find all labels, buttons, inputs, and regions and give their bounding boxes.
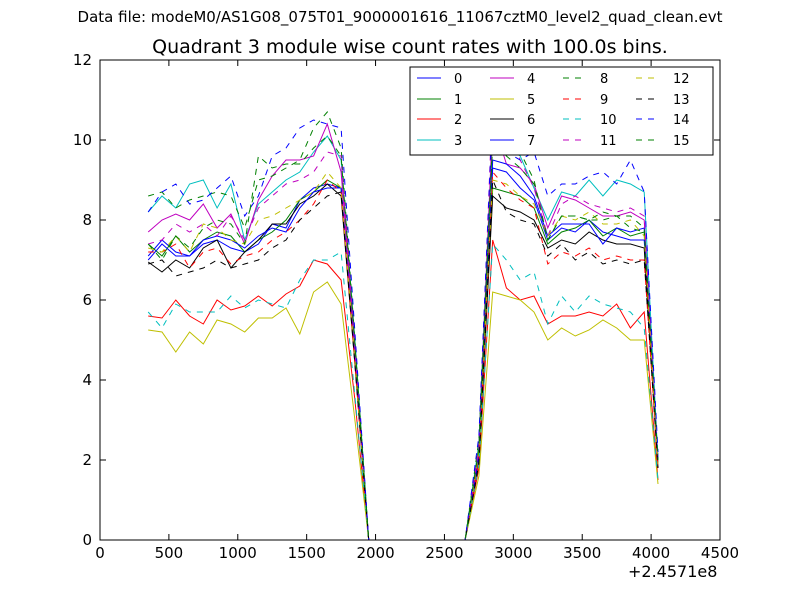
x-tick-label: 0 xyxy=(95,544,105,562)
y-tick-label: 4 xyxy=(82,371,92,389)
legend-label-11: 11 xyxy=(600,134,617,149)
y-tick-label: 12 xyxy=(73,51,92,69)
y-tick-label: 10 xyxy=(73,131,92,149)
y-tick-label: 8 xyxy=(82,211,92,229)
legend-label-1: 1 xyxy=(454,93,462,108)
x-tick-label: 3000 xyxy=(494,544,532,562)
series-line-5 xyxy=(148,281,659,541)
x-tick-label: 1000 xyxy=(219,544,257,562)
series-line-11 xyxy=(148,94,659,541)
legend-label-13: 13 xyxy=(673,93,690,108)
series-line-6 xyxy=(147,183,659,541)
series-line-3 xyxy=(147,126,659,541)
series-line-8 xyxy=(148,111,659,541)
plot-lines xyxy=(147,94,659,541)
legend-label-12: 12 xyxy=(673,72,690,87)
axis-ticks: 0 500 1000 1500 2000 2500 3000 3500 4000 4500 0 2 4 6… xyxy=(73,51,739,562)
chart-title: Quadrant 3 module wise count rates with … xyxy=(152,36,668,58)
legend-label-15: 15 xyxy=(673,134,690,149)
y-tick-label: 0 xyxy=(82,531,92,549)
series-line-4 xyxy=(147,119,659,541)
figure-suptitle: Data file: modeM0/AS1G08_075T01_90000016… xyxy=(77,8,723,26)
legend-label-3: 3 xyxy=(454,134,462,149)
legend-label-9: 9 xyxy=(600,93,608,108)
legend-frame xyxy=(409,66,714,156)
legend-label-14: 14 xyxy=(673,113,690,128)
x-tick-label: 4000 xyxy=(632,544,670,562)
legend-label-4: 4 xyxy=(527,72,535,87)
series-line-2 xyxy=(148,239,659,541)
x-tick-label: 500 xyxy=(155,544,184,562)
series-line-10 xyxy=(147,242,659,541)
legend-label-0: 0 xyxy=(454,72,462,87)
legend-label-7: 7 xyxy=(527,134,535,149)
x-tick-label: 3500 xyxy=(563,544,601,562)
x-tick-label: 2000 xyxy=(356,544,394,562)
y-tick-label: 2 xyxy=(82,451,92,469)
legend-label-8: 8 xyxy=(600,72,608,87)
y-tick-label: 6 xyxy=(82,291,92,309)
x-tick-label: 1500 xyxy=(288,544,326,562)
x-offset-label: +2.4571e8 xyxy=(628,562,718,581)
legend-label-2: 2 xyxy=(454,113,462,128)
series-line-14 xyxy=(147,107,659,541)
legend-label-6: 6 xyxy=(527,113,535,128)
x-tick-label: 4500 xyxy=(701,544,739,562)
legend-label-10: 10 xyxy=(600,113,617,128)
series-line-12 xyxy=(148,171,659,541)
x-tick-label: 2500 xyxy=(425,544,463,562)
series-line-7 xyxy=(147,159,659,541)
series-line-15 xyxy=(147,135,659,541)
legend-label-5: 5 xyxy=(527,93,535,108)
